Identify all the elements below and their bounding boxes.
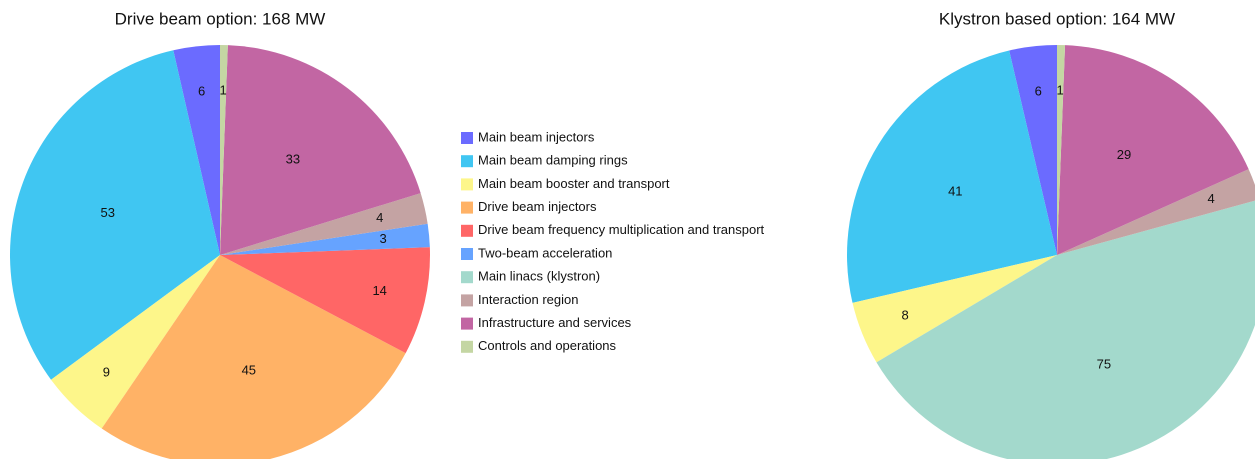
slice-label: 75 xyxy=(1097,357,1111,372)
legend-label: Two-beam acceleration xyxy=(478,245,612,260)
slice-label: 8 xyxy=(901,308,908,323)
legend-swatch xyxy=(461,271,473,284)
chart-title: Drive beam option: 168 MW xyxy=(115,9,326,28)
slice-label: 53 xyxy=(101,205,115,220)
pie-slice xyxy=(876,200,1255,459)
legend-label: Drive beam frequency multiplication and … xyxy=(478,222,765,237)
slice-label: 41 xyxy=(948,183,962,198)
legend-swatch xyxy=(461,132,473,144)
legend-label: Main linacs (klystron) xyxy=(478,269,600,284)
legend-label: Main beam booster and transport xyxy=(478,176,670,191)
legend-label: Interaction region xyxy=(478,292,578,307)
legend-swatch xyxy=(461,155,473,168)
pie-slice xyxy=(220,193,428,255)
pie-slice xyxy=(51,255,220,429)
pie-slice xyxy=(1057,169,1255,255)
pie-slice xyxy=(220,45,421,255)
slice-label: 29 xyxy=(1117,147,1131,162)
slice-label: 1 xyxy=(219,83,226,98)
pie-slice xyxy=(1057,45,1249,256)
slice-label: 14 xyxy=(372,283,386,298)
slice-label: 45 xyxy=(242,363,256,378)
slice-label: 9 xyxy=(103,364,110,379)
pie-slice xyxy=(220,247,430,354)
pie-slice xyxy=(220,45,228,255)
legend-swatch xyxy=(461,178,473,191)
legend-label: Controls and operations xyxy=(478,338,617,353)
legend-swatch xyxy=(461,340,473,353)
pie-slice xyxy=(1009,45,1057,255)
legend-swatch xyxy=(461,224,473,237)
pie-slice xyxy=(173,45,220,255)
pie-slice xyxy=(101,255,406,459)
slice-label: 33 xyxy=(286,151,300,166)
legend-label: Main beam injectors xyxy=(478,129,595,144)
legend-label: Infrastructure and services xyxy=(478,315,632,330)
legend-label: Drive beam injectors xyxy=(478,199,597,214)
legend-swatch xyxy=(461,317,473,330)
slice-label: 3 xyxy=(379,231,386,246)
legend-swatch xyxy=(461,294,473,307)
slice-label: 1 xyxy=(1057,83,1064,98)
legend-label: Main beam damping rings xyxy=(478,153,628,168)
pie-slice xyxy=(847,50,1057,303)
pie-slice xyxy=(852,255,1057,363)
slice-label: 6 xyxy=(1035,84,1042,99)
legend-swatch xyxy=(461,201,473,214)
slice-label: 4 xyxy=(376,210,383,225)
chart-title: Klystron based option: 164 MW xyxy=(939,9,1175,28)
slice-label: 4 xyxy=(1208,191,1215,206)
legend-swatch xyxy=(461,248,473,260)
slice-label: 6 xyxy=(198,84,205,99)
pie-slice xyxy=(220,223,430,255)
pie-slice xyxy=(1057,45,1066,255)
pie-slice xyxy=(9,50,220,380)
